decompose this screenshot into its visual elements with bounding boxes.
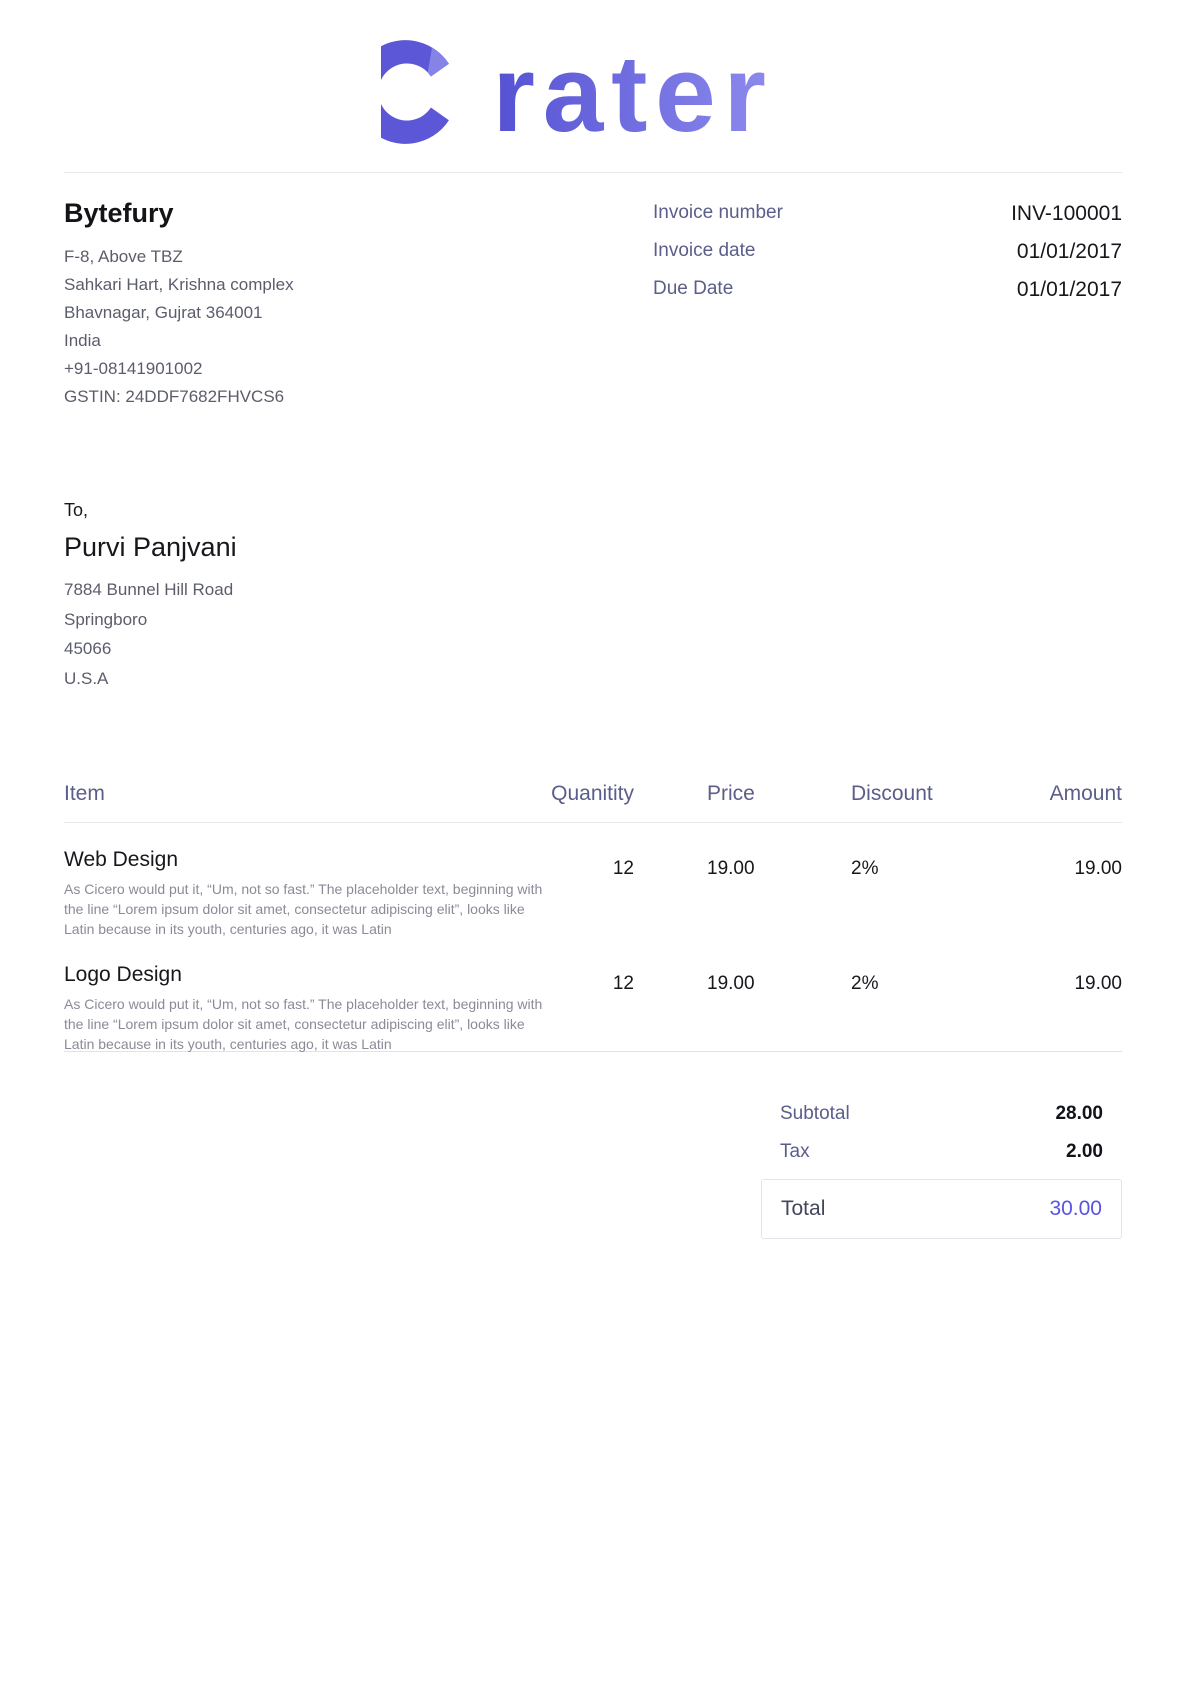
svg-text:rater: rater <box>493 33 774 155</box>
